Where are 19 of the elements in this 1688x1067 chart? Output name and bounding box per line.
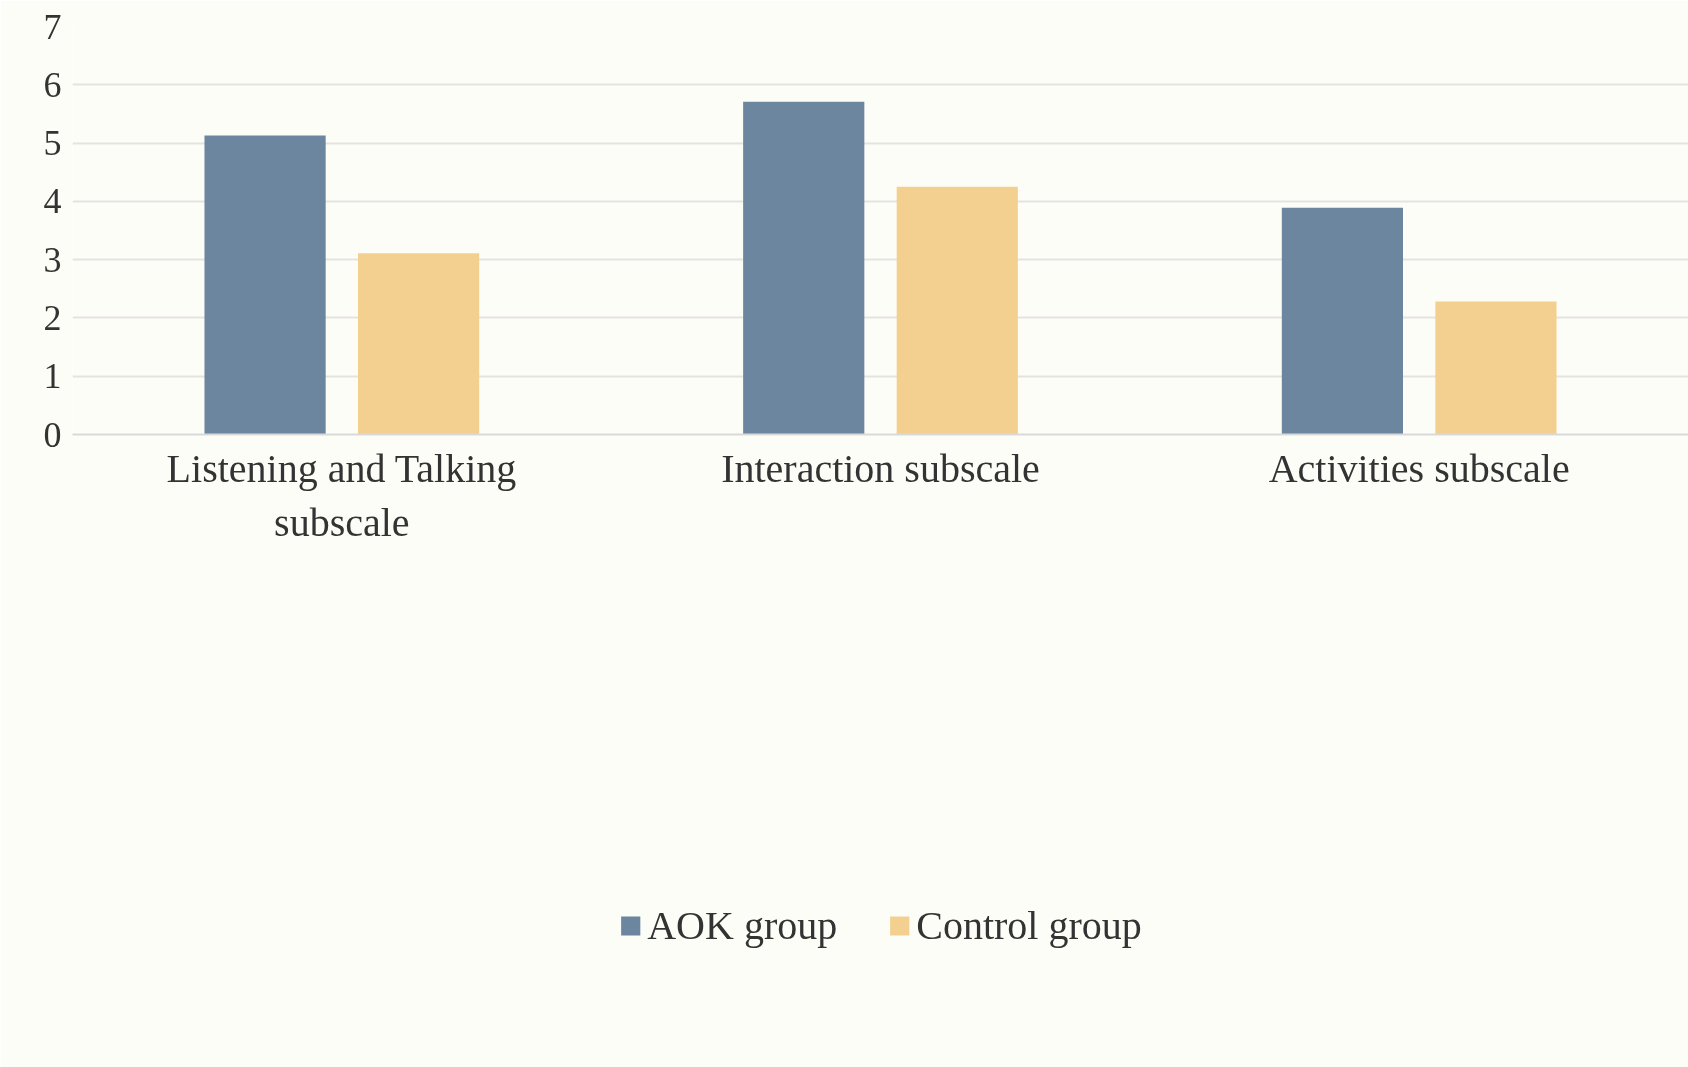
y-tick-label: 0 xyxy=(43,414,62,455)
bar xyxy=(743,101,865,435)
y-tick-label: 5 xyxy=(43,123,62,164)
y-tick-label: 2 xyxy=(43,297,62,338)
bar xyxy=(896,186,1018,435)
y-tick-label: 1 xyxy=(43,356,62,397)
bar xyxy=(357,253,480,435)
x-tick-label: Interaction subscale xyxy=(721,445,1040,491)
bar xyxy=(1281,207,1404,435)
legend-label: Control group xyxy=(916,901,1142,949)
y-tick-label: 6 xyxy=(43,64,62,105)
x-tick-label: Listening and Talking subscale xyxy=(166,445,517,545)
bar xyxy=(1435,301,1557,435)
x-tick-label: Activities subscale xyxy=(1268,445,1570,491)
y-tick-label: 4 xyxy=(43,181,62,222)
bar xyxy=(204,135,326,435)
y-tick-label: 3 xyxy=(43,239,62,280)
y-tick-label: 7 xyxy=(43,6,62,47)
legend-label: AOK group xyxy=(647,901,838,949)
